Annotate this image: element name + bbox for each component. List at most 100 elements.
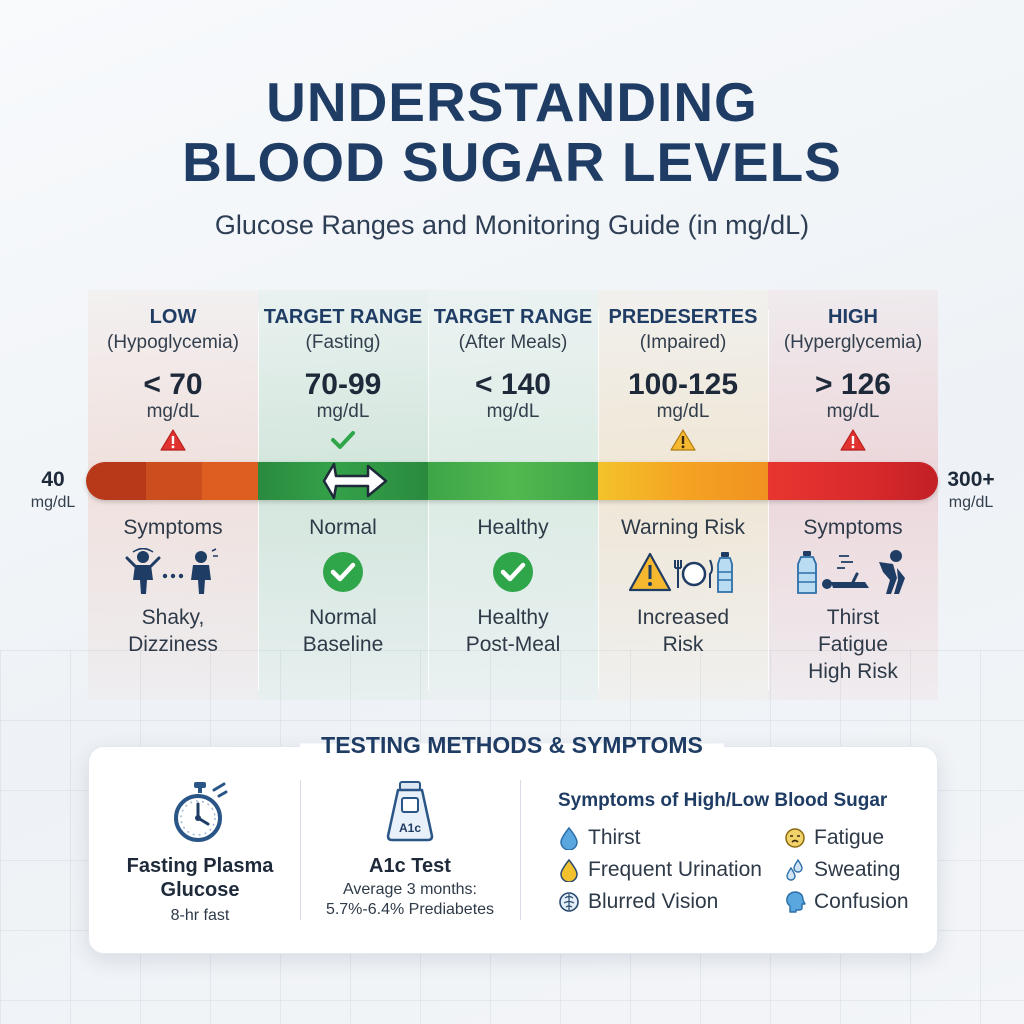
check-circle-icon xyxy=(323,552,363,592)
method-subtitle: 8-hr fast xyxy=(170,907,230,924)
description-line: Dizziness xyxy=(128,633,218,656)
symptom-item: Sweating xyxy=(784,858,900,882)
symptom-label: Sweating xyxy=(814,858,901,881)
range-fasting-details: Normal Normal Baseline xyxy=(258,514,428,658)
scale-min-unit: mg/dL xyxy=(30,494,76,511)
symptom-label: Fatigue xyxy=(814,826,885,849)
description-line: Shaky, xyxy=(141,606,205,629)
method-a1c-test: A1c A1c Test Average 3 months: 5.7%-6.4%… xyxy=(310,780,510,920)
scale-max-value: 300+ xyxy=(947,468,995,491)
sweat-drops-icon xyxy=(786,858,803,881)
column-divider xyxy=(598,310,599,690)
range-high-details: Symptoms Thirst Fatigue High Risk xyxy=(768,514,938,685)
range-unit: mg/dL xyxy=(486,401,540,422)
method-title: Glucose xyxy=(160,879,240,901)
scale-min: 40 mg/dL xyxy=(18,468,88,514)
method-subtitle: 5.7%-6.4% Prediabetes xyxy=(325,901,495,918)
method-subtitle: Average 3 months: xyxy=(342,881,477,898)
scale-min-value: 40 xyxy=(41,468,65,491)
range-target-fasting: TARGET RANGE (Fasting) 70-99 mg/dL xyxy=(258,305,428,453)
current-level-arrow-icon xyxy=(322,462,388,500)
scale-segment-low xyxy=(202,462,258,500)
symptom-label: Blurred Vision xyxy=(588,890,719,913)
a1c-icon-label: A1c xyxy=(399,821,421,835)
description-line: Increased xyxy=(636,606,730,629)
scale-segment-low xyxy=(86,462,146,500)
thirst-fatigue-icons xyxy=(768,548,938,596)
range-value: > 126 xyxy=(815,368,891,401)
range-subtitle: (After Meals) xyxy=(458,332,568,353)
description-line: High Risk xyxy=(808,660,898,683)
column-divider xyxy=(258,310,259,690)
range-subtitle: (Fasting) xyxy=(305,332,381,353)
description-line: Post-Meal xyxy=(465,633,561,656)
head-profile-icon xyxy=(786,891,806,913)
symptom-label: Confusion xyxy=(814,890,909,913)
column-divider xyxy=(768,310,769,690)
range-value: < 70 xyxy=(143,368,203,401)
symptom-label: Thirst xyxy=(588,826,641,849)
range-description: Shaky, Dizziness xyxy=(88,604,258,658)
panel-divider xyxy=(520,780,521,920)
scale-max: 300+ mg/dL xyxy=(936,468,1006,514)
yellow-drop-icon xyxy=(560,858,578,882)
title-line-2: BLOOD SUGAR LEVELS xyxy=(182,131,842,193)
tired-face-icon xyxy=(785,828,805,848)
range-low-details: Symptoms Shaky, Dizziness xyxy=(88,514,258,658)
scale-segment-impaired xyxy=(598,462,768,500)
range-value: 70-99 xyxy=(304,368,382,401)
range-low: LOW (Hypoglycemia) < 70 mg/dL xyxy=(88,305,258,453)
column-divider xyxy=(428,310,429,690)
symptoms-title: Symptoms of High/Low Blood Sugar xyxy=(558,790,888,811)
range-description: Normal Baseline xyxy=(258,604,428,658)
description-line: Baseline xyxy=(302,633,384,656)
method-fasting-plasma-glucose: Fasting Plasma Glucose 8-hr fast xyxy=(100,780,300,926)
warning-meal-bottle-icons xyxy=(598,548,768,596)
water-drop-icon xyxy=(560,826,578,850)
shaky-person-icon xyxy=(88,548,258,596)
symptom-item: Fatigue xyxy=(784,826,884,850)
warning-icon xyxy=(160,429,186,451)
title-line-1: UNDERSTANDING xyxy=(266,71,758,133)
symptom-item: Blurred Vision xyxy=(558,890,718,914)
warning-icon xyxy=(840,429,866,451)
panel-divider xyxy=(300,780,301,920)
scale-segment-after-meals xyxy=(428,462,598,500)
a1c-test-kit-icon: A1c xyxy=(386,781,434,842)
testing-methods-panel xyxy=(88,746,938,954)
range-value: < 140 xyxy=(475,368,551,401)
glucose-scale-bar xyxy=(86,462,938,500)
range-status: Healthy xyxy=(477,516,549,539)
symptom-item: Confusion xyxy=(784,890,909,914)
description-line: Risk xyxy=(662,633,704,656)
range-prediabetes-details: Warning Risk Increased Risk xyxy=(598,514,768,658)
range-subtitle: (Hyperglycemia) xyxy=(783,332,923,353)
page-title: UNDERSTANDING BLOOD SUGAR LEVELS xyxy=(0,72,1024,192)
range-title: TARGET RANGE xyxy=(433,306,593,328)
check-circle-icon xyxy=(493,552,533,592)
range-title: LOW xyxy=(149,306,197,328)
range-description: Thirst Fatigue High Risk xyxy=(768,604,938,685)
method-title: Fasting Plasma xyxy=(126,855,274,877)
range-status: Warning Risk xyxy=(620,516,746,539)
range-after-meals-details: Healthy Healthy Post-Meal xyxy=(428,514,598,658)
description-line: Normal xyxy=(309,606,377,629)
warning-icon xyxy=(670,429,696,451)
symptom-item: Thirst xyxy=(558,826,641,850)
range-title: HIGH xyxy=(828,306,878,328)
range-title: TARGET RANGE xyxy=(263,306,423,328)
range-subtitle: (Hypoglycemia) xyxy=(107,332,239,353)
range-unit: mg/dL xyxy=(316,401,370,422)
page-subtitle: Glucose Ranges and Monitoring Guide (in … xyxy=(214,210,810,240)
range-target-after-meals: TARGET RANGE (After Meals) < 140 mg/dL xyxy=(428,305,598,453)
range-status: Normal xyxy=(309,516,377,539)
range-description: Healthy Post-Meal xyxy=(428,604,598,658)
range-prediabetes: PREDESERTES (Impaired) 100-125 mg/dL xyxy=(598,305,768,453)
brain-icon xyxy=(559,892,579,912)
range-value: 100-125 xyxy=(627,368,739,401)
range-subtitle: (Impaired) xyxy=(639,332,727,353)
method-title: A1c Test xyxy=(369,855,451,877)
range-status: Symptoms xyxy=(803,516,903,539)
description-line: Healthy xyxy=(477,606,549,629)
range-description: Increased Risk xyxy=(598,604,768,658)
